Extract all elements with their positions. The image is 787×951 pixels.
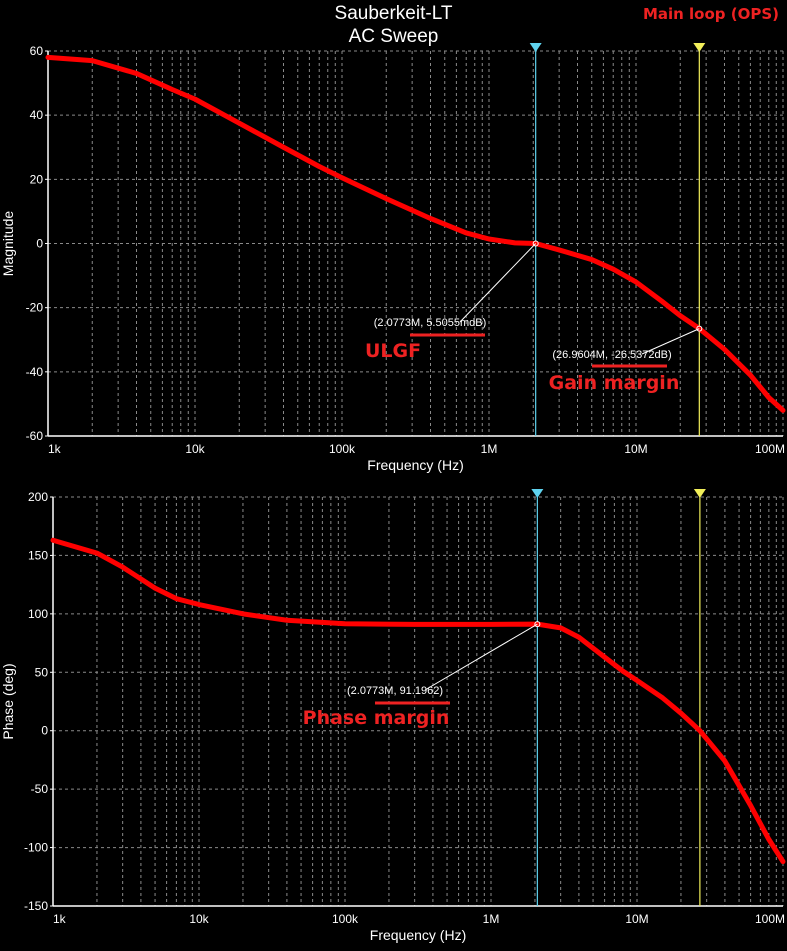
magnitude-y-tick-label: 0 — [36, 237, 43, 251]
magnitude-y-tick-label: -20 — [26, 301, 44, 315]
magnitude-cursor2-marker-icon — [693, 43, 706, 52]
phase-annotation-leader — [424, 623, 538, 691]
magnitude-y-tick-label: -60 — [26, 429, 44, 443]
phase-x-tick-label: 10M — [625, 912, 648, 926]
phase-x-tick-label: 1k — [53, 912, 67, 926]
phase-cursor1-marker-icon — [531, 489, 544, 498]
magnitude-y-tick-label: 60 — [30, 44, 44, 58]
phase-y-tick-label: 200 — [28, 490, 48, 504]
plot-title-line2: AC Sweep — [348, 26, 439, 47]
magnitude-x-tick-label: 100k — [329, 442, 356, 456]
phase-chart: 200 150 100 50 0 -50 -100 -150 1k 10k 100k 1M 10M 100… — [0, 489, 786, 943]
magnitude-x-tick-label: 1M — [481, 442, 498, 456]
magnitude-annotation-leader — [641, 328, 700, 355]
phase-y-tick-label: -100 — [24, 841, 48, 855]
phase-y-tick-label: 50 — [35, 665, 49, 679]
magnitude-y-tick-label: 40 — [30, 108, 44, 122]
phase-x-tick-label: 10k — [189, 912, 209, 926]
phase-annotation-caption: Phase margin — [303, 707, 450, 729]
phase-cursor2-marker-icon — [693, 489, 706, 498]
phase-x-axis-title: Frequency (Hz) — [370, 927, 466, 943]
magnitude-x-tick-label: 10k — [185, 442, 205, 456]
phase-y-tick-label: 150 — [28, 548, 48, 562]
magnitude-annotation-point — [696, 325, 703, 332]
phase-y-tick-label: 100 — [28, 607, 48, 621]
magnitude-chart: 60 40 20 0 -20 -40 -60 1k 10k 100k 1M 10M 100M Freque… — [0, 43, 786, 473]
magnitude-annotation-point — [532, 240, 539, 247]
magnitude-cursor1-marker-icon — [529, 43, 542, 52]
magnitude-y-tick-label: -40 — [26, 365, 44, 379]
magnitude-annotation-readout: (2.0773M, 5.5055mdB) — [374, 317, 487, 329]
phase-y-axis-title: Phase (deg) — [0, 663, 16, 739]
phase-annotation-readout: (2.0773M, 91.1962) — [347, 685, 443, 697]
magnitude-annotation-leader — [459, 243, 537, 323]
magnitude-x-tick-label: 1k — [48, 442, 62, 456]
magnitude-x-tick-label: 10M — [624, 442, 647, 456]
phase-y-tick-label: -150 — [24, 899, 48, 913]
magnitude-annotation-readout: (26.9604M, -26.5372dB) — [552, 349, 671, 361]
magnitude-annotation-caption: ULGF — [365, 340, 421, 362]
phase-annotation-point — [534, 621, 541, 628]
phase-y-tick-label: -50 — [31, 782, 49, 796]
magnitude-y-tick-label: 20 — [30, 172, 44, 186]
plot-title-line1: Sauberkeit-LT — [334, 3, 453, 24]
magnitude-annotation-caption: Gain margin — [549, 372, 680, 394]
magnitude-x-tick-label: 100M — [755, 442, 785, 456]
main-loop-label: Main loop (OPS) — [642, 5, 779, 23]
phase-x-tick-label: 100M — [755, 912, 785, 926]
phase-x-tick-label: 100k — [332, 912, 359, 926]
magnitude-x-axis-title: Frequency (Hz) — [367, 457, 463, 473]
magnitude-y-axis-title: Magnitude — [0, 211, 16, 277]
phase-x-tick-label: 1M — [483, 912, 500, 926]
phase-trace — [50, 537, 786, 865]
magnitude-trace — [45, 54, 786, 413]
phase-y-tick-label: 0 — [41, 724, 48, 738]
